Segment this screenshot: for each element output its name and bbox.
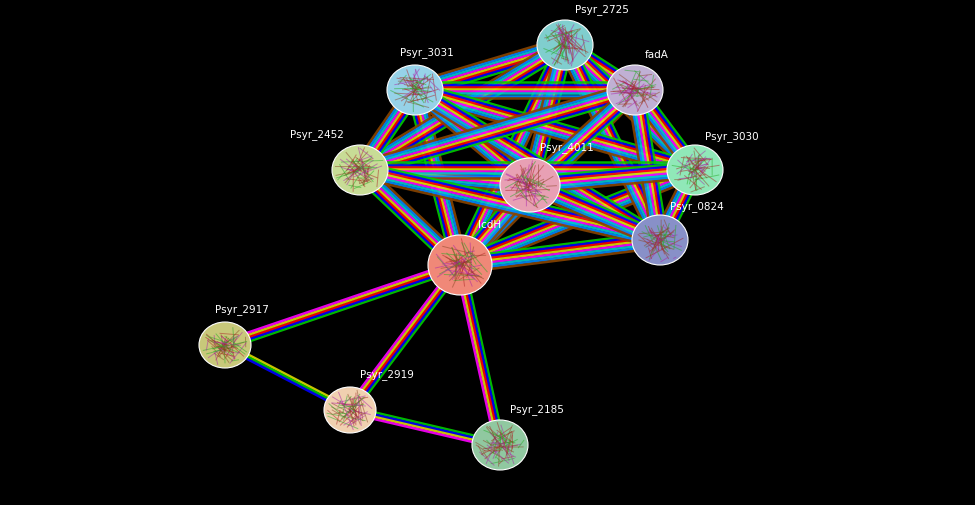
Ellipse shape [199,322,251,368]
Ellipse shape [332,145,388,195]
Text: Psyr_3031: Psyr_3031 [400,47,453,58]
Text: Psyr_2452: Psyr_2452 [290,129,344,140]
Ellipse shape [387,65,443,115]
Text: Psyr_2917: Psyr_2917 [215,304,269,315]
Ellipse shape [632,215,688,265]
Text: fadA: fadA [645,50,669,60]
Ellipse shape [472,420,528,470]
Text: IcdH: IcdH [478,220,501,230]
Ellipse shape [500,158,560,212]
Ellipse shape [324,387,376,433]
Text: Psyr_2919: Psyr_2919 [360,369,413,380]
Text: Psyr_3030: Psyr_3030 [705,131,759,142]
Ellipse shape [537,20,593,70]
Text: Psyr_4011: Psyr_4011 [540,142,594,153]
Ellipse shape [428,235,492,295]
Ellipse shape [607,65,663,115]
Text: Psyr_2185: Psyr_2185 [510,404,564,415]
Text: Psyr_2725: Psyr_2725 [575,4,629,15]
Ellipse shape [667,145,723,195]
Text: Psyr_0824: Psyr_0824 [670,201,723,212]
